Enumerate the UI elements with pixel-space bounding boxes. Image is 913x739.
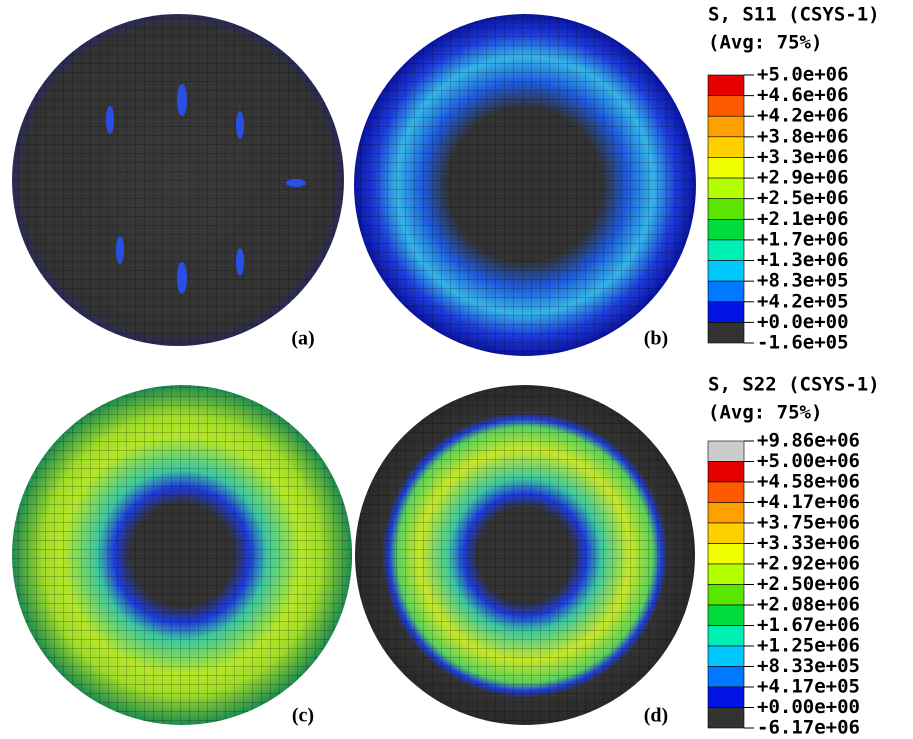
- legend-label: +2.5e+06: [757, 187, 849, 209]
- legend-label: +4.2e+05: [757, 290, 849, 312]
- legend-swatch: [708, 281, 744, 302]
- legend-label: +4.2e+06: [757, 105, 849, 127]
- legend-swatch: [708, 708, 744, 729]
- figure: (a) (b) (c) (d) S, S11 (CSYS-1) (Avg: 75%…: [0, 0, 913, 739]
- legend-title: (Avg: 75%): [708, 32, 822, 54]
- panel-d: [355, 385, 695, 725]
- legend-label: +4.6e+06: [757, 84, 849, 106]
- legend-label: +1.7e+06: [757, 228, 849, 250]
- legend-swatch: [708, 240, 744, 261]
- legend-swatch: [708, 687, 744, 708]
- legend-label: +2.1e+06: [757, 208, 849, 230]
- legend-swatch: [708, 116, 744, 137]
- legend-swatch: [708, 441, 744, 462]
- legend-label: +3.33e+06: [757, 532, 860, 554]
- legend-swatch: [708, 523, 744, 544]
- legend-label: +1.25e+06: [757, 635, 860, 657]
- legend-swatch: [708, 96, 744, 117]
- legend-label: +8.33e+05: [757, 655, 860, 677]
- legend-label: +3.75e+06: [757, 512, 860, 534]
- legend-label: -1.6e+05: [757, 332, 849, 354]
- legend-label: +8.3e+05: [757, 270, 849, 292]
- legend-label: +1.67e+06: [757, 614, 860, 636]
- legend-label: +0.00e+00: [757, 696, 860, 718]
- legend-swatch: [708, 482, 744, 503]
- legend-swatch: [708, 75, 744, 96]
- legend-swatch: [708, 302, 744, 323]
- legend-swatch: [708, 178, 744, 199]
- legend-label: +1.3e+06: [757, 249, 849, 271]
- legend-label: +2.50e+06: [757, 573, 860, 595]
- legend-swatch: [708, 585, 744, 606]
- legend-label: +2.9e+06: [757, 167, 849, 189]
- legend-swatch: [708, 626, 744, 647]
- legend-label: +5.00e+06: [757, 450, 860, 472]
- legend-swatch: [708, 503, 744, 524]
- legend-swatch: [708, 462, 744, 483]
- legend-label: +4.58e+06: [757, 471, 860, 493]
- panel-label: (b): [644, 328, 668, 350]
- panel-label: (c): [292, 705, 314, 727]
- legend-title: S, S22 (CSYS-1): [708, 374, 880, 396]
- legend-swatch: [708, 544, 744, 565]
- legend-swatch: [708, 667, 744, 688]
- legend-swatch: [708, 646, 744, 667]
- legend-swatch: [708, 322, 744, 343]
- panel-label: (d): [644, 705, 668, 727]
- legend-label: +2.92e+06: [757, 553, 860, 575]
- legend-swatch: [708, 605, 744, 626]
- panel-b: [354, 14, 696, 356]
- legend-title: (Avg: 75%): [708, 402, 822, 424]
- legend-label: +9.86e+06: [757, 430, 860, 452]
- legend-swatch: [708, 564, 744, 585]
- legend-label: +4.17e+06: [757, 491, 860, 513]
- legend-title: S, S11 (CSYS-1): [708, 4, 880, 26]
- legend-label: +3.3e+06: [757, 146, 849, 168]
- legend-label: -6.17e+06: [757, 717, 860, 739]
- legend-swatch: [708, 137, 744, 158]
- legend-swatch: [708, 261, 744, 282]
- legend-label: +0.0e+00: [757, 311, 849, 333]
- legend-label: +3.8e+06: [757, 125, 849, 147]
- legend-swatch: [708, 219, 744, 240]
- panel-a: [12, 14, 344, 346]
- legend-swatch: [708, 157, 744, 178]
- panel-c: [12, 385, 352, 725]
- legend-label: +5.0e+06: [757, 64, 849, 86]
- legend-label: +2.08e+06: [757, 594, 860, 616]
- panel-label: (a): [291, 328, 314, 350]
- legend-label: +4.17e+05: [757, 676, 860, 698]
- legend-swatch: [708, 199, 744, 220]
